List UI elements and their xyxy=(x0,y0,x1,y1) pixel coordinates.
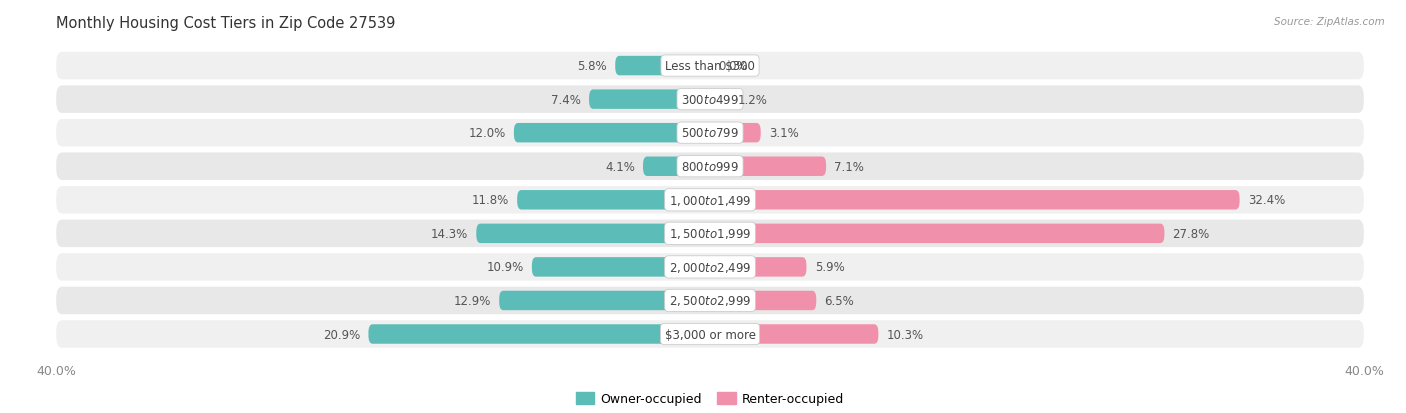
FancyBboxPatch shape xyxy=(710,325,879,344)
FancyBboxPatch shape xyxy=(499,291,710,311)
FancyBboxPatch shape xyxy=(710,190,1240,210)
FancyBboxPatch shape xyxy=(531,258,710,277)
FancyBboxPatch shape xyxy=(589,90,710,109)
Text: $500 to $799: $500 to $799 xyxy=(681,127,740,140)
Legend: Owner-occupied, Renter-occupied: Owner-occupied, Renter-occupied xyxy=(571,387,849,411)
FancyBboxPatch shape xyxy=(56,320,1364,348)
FancyBboxPatch shape xyxy=(710,90,730,109)
Text: 1.2%: 1.2% xyxy=(738,93,768,107)
Text: $1,500 to $1,999: $1,500 to $1,999 xyxy=(669,227,751,241)
FancyBboxPatch shape xyxy=(56,86,1364,114)
Text: Less than $300: Less than $300 xyxy=(665,60,755,73)
Text: 5.8%: 5.8% xyxy=(578,60,607,73)
Text: Monthly Housing Cost Tiers in Zip Code 27539: Monthly Housing Cost Tiers in Zip Code 2… xyxy=(56,15,395,31)
Text: $800 to $999: $800 to $999 xyxy=(681,160,740,173)
FancyBboxPatch shape xyxy=(56,120,1364,147)
Text: 7.1%: 7.1% xyxy=(834,160,865,173)
Text: $3,000 or more: $3,000 or more xyxy=(665,328,755,341)
FancyBboxPatch shape xyxy=(643,157,710,176)
FancyBboxPatch shape xyxy=(56,254,1364,281)
Text: Source: ZipAtlas.com: Source: ZipAtlas.com xyxy=(1274,17,1385,26)
FancyBboxPatch shape xyxy=(517,190,710,210)
FancyBboxPatch shape xyxy=(56,287,1364,314)
FancyBboxPatch shape xyxy=(56,220,1364,247)
Text: 3.1%: 3.1% xyxy=(769,127,799,140)
Text: 27.8%: 27.8% xyxy=(1173,227,1209,240)
Text: 6.5%: 6.5% xyxy=(824,294,855,307)
FancyBboxPatch shape xyxy=(710,123,761,143)
FancyBboxPatch shape xyxy=(616,57,710,76)
Text: 32.4%: 32.4% xyxy=(1247,194,1285,207)
Text: 20.9%: 20.9% xyxy=(323,328,360,341)
FancyBboxPatch shape xyxy=(368,325,710,344)
Text: 10.3%: 10.3% xyxy=(887,328,924,341)
Text: 5.9%: 5.9% xyxy=(814,261,845,274)
Text: 7.4%: 7.4% xyxy=(551,93,581,107)
Text: 12.0%: 12.0% xyxy=(468,127,506,140)
FancyBboxPatch shape xyxy=(477,224,710,244)
Text: $2,000 to $2,499: $2,000 to $2,499 xyxy=(669,260,751,274)
Text: $1,000 to $1,499: $1,000 to $1,499 xyxy=(669,193,751,207)
Text: 0.0%: 0.0% xyxy=(718,60,748,73)
Text: 12.9%: 12.9% xyxy=(454,294,491,307)
FancyBboxPatch shape xyxy=(56,53,1364,80)
Text: 11.8%: 11.8% xyxy=(472,194,509,207)
FancyBboxPatch shape xyxy=(56,187,1364,214)
FancyBboxPatch shape xyxy=(56,153,1364,180)
FancyBboxPatch shape xyxy=(710,224,1164,244)
FancyBboxPatch shape xyxy=(710,157,827,176)
Text: 14.3%: 14.3% xyxy=(430,227,468,240)
FancyBboxPatch shape xyxy=(710,291,817,311)
FancyBboxPatch shape xyxy=(710,258,807,277)
Text: $2,500 to $2,999: $2,500 to $2,999 xyxy=(669,294,751,308)
Text: 4.1%: 4.1% xyxy=(605,160,636,173)
Text: $300 to $499: $300 to $499 xyxy=(681,93,740,107)
Text: 10.9%: 10.9% xyxy=(486,261,523,274)
FancyBboxPatch shape xyxy=(515,123,710,143)
